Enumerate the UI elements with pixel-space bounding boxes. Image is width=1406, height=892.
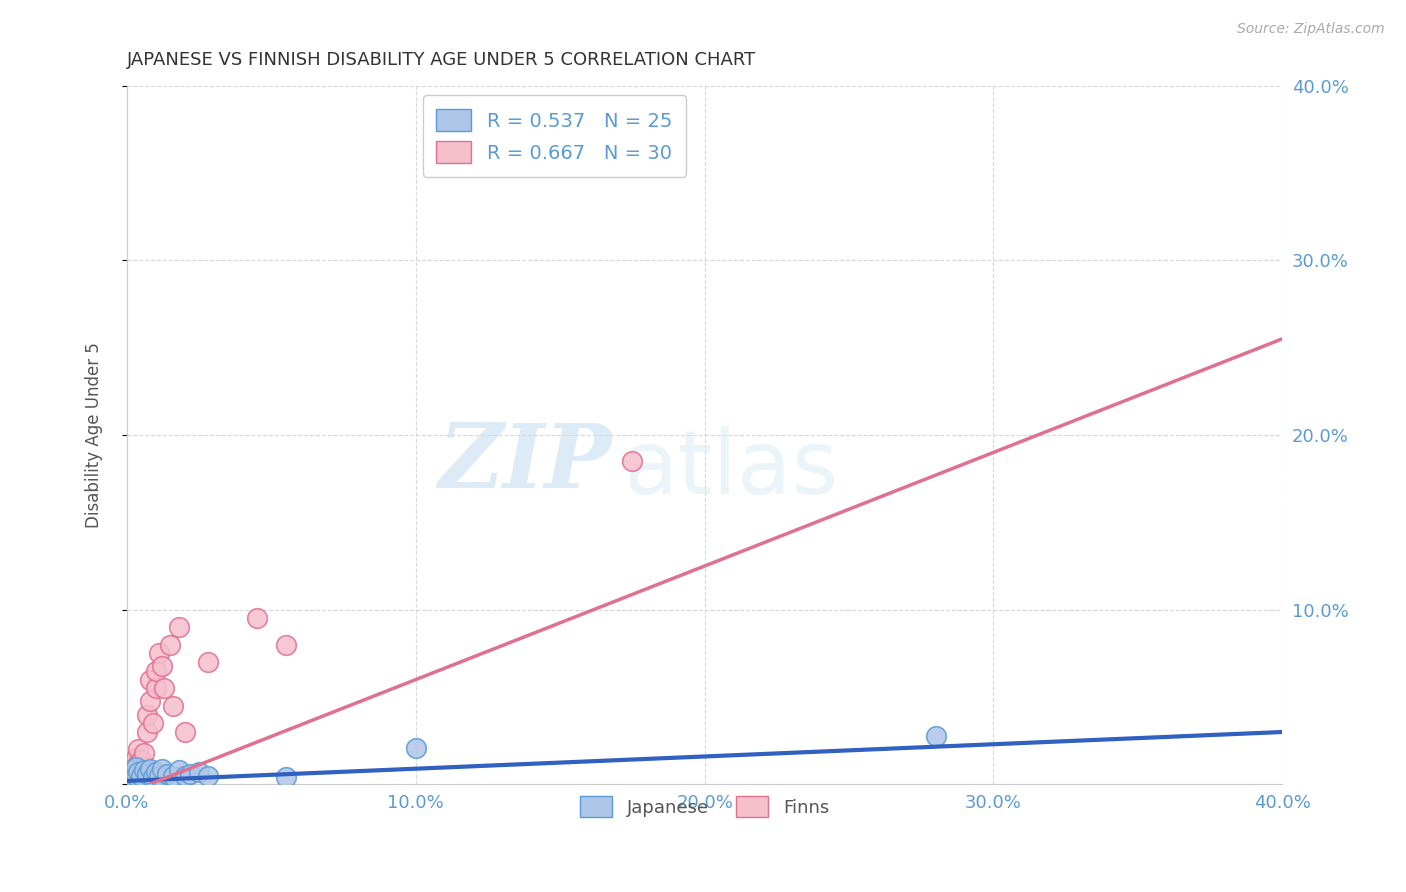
Point [131, 769, 153, 783]
Point [121, 771, 143, 785]
Point [246, 611, 269, 625]
Point [139, 693, 162, 707]
Point [142, 771, 165, 785]
Text: Source: ZipAtlas.com: Source: ZipAtlas.com [1237, 22, 1385, 37]
Point [121, 764, 143, 778]
Point [162, 769, 184, 783]
Point [134, 746, 156, 760]
Text: atlas: atlas [624, 426, 839, 514]
Point [118, 772, 141, 787]
Point [156, 767, 179, 781]
Point [127, 765, 149, 780]
Point [118, 767, 141, 781]
Text: JAPANESE VS FINNISH DISABILITY AGE UNDER 5 CORRELATION CHART: JAPANESE VS FINNISH DISABILITY AGE UNDER… [127, 51, 756, 69]
Point [118, 764, 141, 778]
Point [145, 765, 167, 780]
Point [621, 454, 644, 468]
Point [148, 646, 170, 660]
Point [162, 698, 184, 713]
Point [167, 620, 190, 634]
Point [124, 760, 146, 774]
Point [179, 767, 201, 781]
Point [173, 769, 195, 783]
Point [131, 753, 153, 767]
Point [139, 673, 162, 687]
Point [924, 729, 946, 743]
Point [118, 771, 141, 785]
Y-axis label: Disability Age Under 5: Disability Age Under 5 [86, 342, 103, 528]
Point [124, 751, 146, 765]
Point [274, 771, 297, 785]
Point [405, 740, 427, 755]
Point [136, 767, 159, 781]
Point [134, 760, 156, 774]
Point [188, 765, 211, 780]
Point [121, 767, 143, 781]
Point [124, 760, 146, 774]
Point [197, 769, 219, 783]
Point [148, 769, 170, 783]
Point [167, 764, 190, 778]
Point [134, 764, 156, 778]
Point [150, 762, 173, 776]
Point [139, 762, 162, 776]
Point [153, 681, 176, 696]
Point [136, 707, 159, 722]
Point [131, 764, 153, 778]
Point [127, 756, 149, 771]
Text: ZIP: ZIP [439, 419, 612, 506]
Point [121, 756, 143, 771]
Legend: Japanese, Finns: Japanese, Finns [572, 789, 837, 824]
Point [145, 664, 167, 678]
Point [124, 769, 146, 783]
Point [142, 716, 165, 731]
Point [150, 658, 173, 673]
Point [197, 655, 219, 669]
Point [159, 638, 181, 652]
Point [145, 681, 167, 696]
Point [136, 725, 159, 739]
Point [274, 638, 297, 652]
Point [127, 742, 149, 756]
Point [173, 725, 195, 739]
